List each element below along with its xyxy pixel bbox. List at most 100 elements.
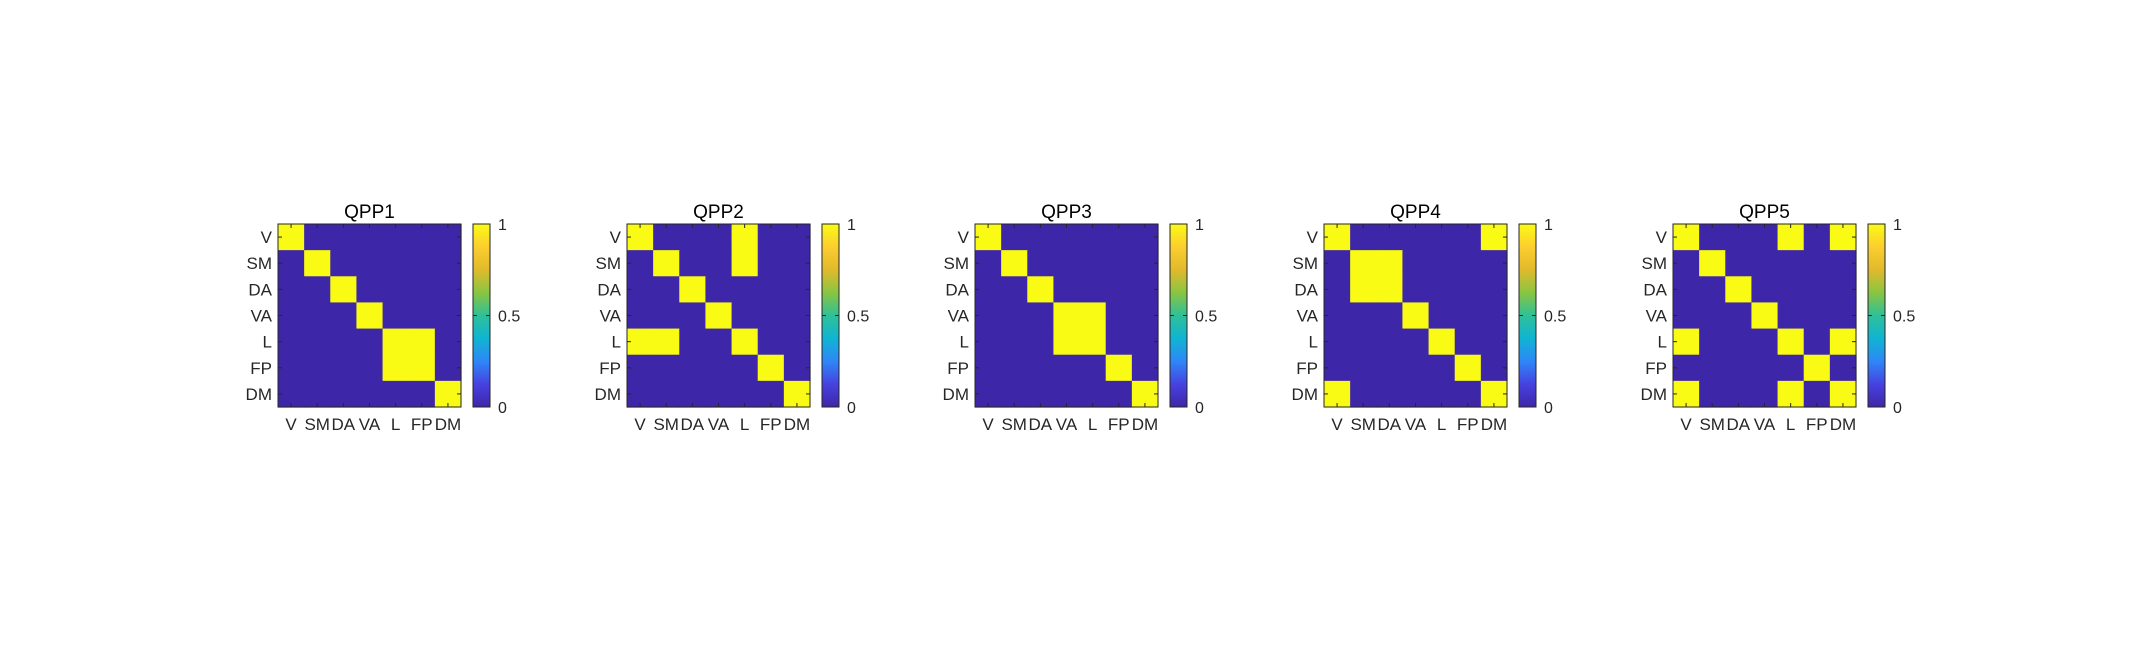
heatmap-cell	[627, 224, 654, 251]
heatmap-cell	[1376, 328, 1404, 356]
colorbar-tick-label: 0.5	[1195, 309, 1217, 326]
heatmap-cell	[1079, 328, 1107, 356]
y-tick-label: DM	[246, 385, 272, 404]
heatmap-cell	[1673, 302, 1700, 330]
x-tick-label: L	[1786, 415, 1795, 434]
heatmap-cell	[1428, 328, 1456, 356]
y-tick-label: DM	[943, 385, 969, 404]
x-tick-label: L	[1437, 415, 1446, 434]
heatmap-cell	[304, 302, 331, 330]
heatmap-cell	[408, 224, 436, 251]
heatmap-cell	[1725, 250, 1753, 277]
heatmap-cell	[356, 354, 384, 382]
x-tick-label: VA	[359, 415, 381, 434]
heatmap-cell	[1053, 250, 1081, 277]
heatmap-cell	[1324, 328, 1351, 356]
heatmap-cell	[382, 328, 410, 356]
heatmap-cell	[757, 354, 785, 382]
heatmap-cell	[679, 328, 707, 356]
heatmap-cell	[1777, 302, 1805, 330]
heatmap-cell	[1751, 354, 1779, 382]
heatmap-cell	[627, 250, 654, 277]
x-tick-label: VA	[1754, 415, 1776, 434]
colorbar-tick-label: 0	[498, 400, 507, 417]
heatmap-cell	[1402, 224, 1430, 251]
heatmap-cell	[1350, 250, 1377, 277]
heatmap-cell	[408, 328, 436, 356]
heatmap-cell	[1454, 328, 1482, 356]
heatmap-cell	[1699, 302, 1726, 330]
heatmap-cell	[1053, 328, 1081, 356]
heatmap-cell	[1725, 328, 1753, 356]
colorbar-tick-label: 1	[847, 217, 856, 234]
x-tick-label: DM	[1481, 415, 1507, 434]
heatmap-cell	[1376, 250, 1404, 277]
heatmap-cell	[278, 276, 305, 304]
heatmap-cell	[1699, 224, 1726, 251]
heatmap-cell	[1428, 354, 1456, 382]
heatmap-cell	[653, 328, 680, 356]
heatmap-cell	[653, 224, 680, 251]
colorbar-tick-label: 0	[1893, 400, 1902, 417]
y-tick-label: L	[263, 333, 272, 352]
x-tick-label: FP	[1457, 415, 1479, 434]
x-tick-label: SM	[653, 415, 679, 434]
heatmap-cell	[1350, 276, 1377, 304]
colorbar-tick-label: 1	[1544, 217, 1553, 234]
heatmap-cell	[975, 328, 1002, 356]
heatmap-cell	[1350, 328, 1377, 356]
heatmap-cell	[705, 354, 733, 382]
heatmap-cell	[356, 302, 384, 330]
heatmap-cell	[705, 302, 733, 330]
colorbar-tick-label: 0.5	[1893, 309, 1915, 326]
y-tick-label: VA	[1646, 307, 1668, 326]
heatmap-cell	[382, 250, 410, 277]
heatmap-cell	[1777, 250, 1805, 277]
heatmap-cell	[408, 276, 436, 304]
heatmap-cell	[330, 302, 358, 330]
heatmap-cell	[1699, 250, 1726, 277]
heatmap-cell	[705, 328, 733, 356]
panel-title: QPP3	[1041, 202, 1092, 223]
x-tick-label: V	[1331, 415, 1343, 434]
y-tick-label: SM	[1642, 254, 1668, 273]
heatmap-cell	[1699, 276, 1726, 304]
heatmap-cell	[679, 250, 707, 277]
y-tick-label: DA	[1643, 280, 1667, 299]
heatmap-cell	[705, 276, 733, 304]
heatmap-cell	[330, 276, 358, 304]
heatmap-cell	[705, 250, 733, 277]
heatmap-cell	[975, 302, 1002, 330]
heatmap-cell	[330, 250, 358, 277]
y-tick-label: L	[960, 333, 969, 352]
heatmap-cell	[1777, 328, 1805, 356]
x-tick-label: DA	[1378, 415, 1402, 434]
heatmap-cell	[1324, 276, 1351, 304]
heatmap-cell	[975, 224, 1002, 251]
heatmap-cell	[304, 328, 331, 356]
heatmap-cell	[1001, 328, 1028, 356]
heatmap-cell	[1001, 354, 1028, 382]
heatmap-cell	[1027, 276, 1055, 304]
heatmap-cell	[1454, 302, 1482, 330]
colorbar-tick-label: 0.5	[1544, 309, 1566, 326]
heatmap-cell	[1376, 276, 1404, 304]
heatmap-cell	[1803, 302, 1831, 330]
heatmap-cell	[1777, 224, 1805, 251]
heatmap-cell	[653, 302, 680, 330]
x-tick-label: V	[285, 415, 297, 434]
heatmap-cell	[1725, 302, 1753, 330]
heatmap-cell	[1673, 276, 1700, 304]
y-tick-label: L	[1309, 333, 1318, 352]
heatmap-cell	[330, 224, 358, 251]
panel-title: QPP5	[1739, 202, 1790, 223]
x-tick-label: FP	[1806, 415, 1828, 434]
heatmap-cell	[757, 224, 785, 251]
heatmap-cell	[1079, 250, 1107, 277]
heatmap-cell	[382, 276, 410, 304]
y-tick-label: DA	[945, 280, 969, 299]
heatmap-cell	[757, 276, 785, 304]
heatmap-cell	[1402, 276, 1430, 304]
